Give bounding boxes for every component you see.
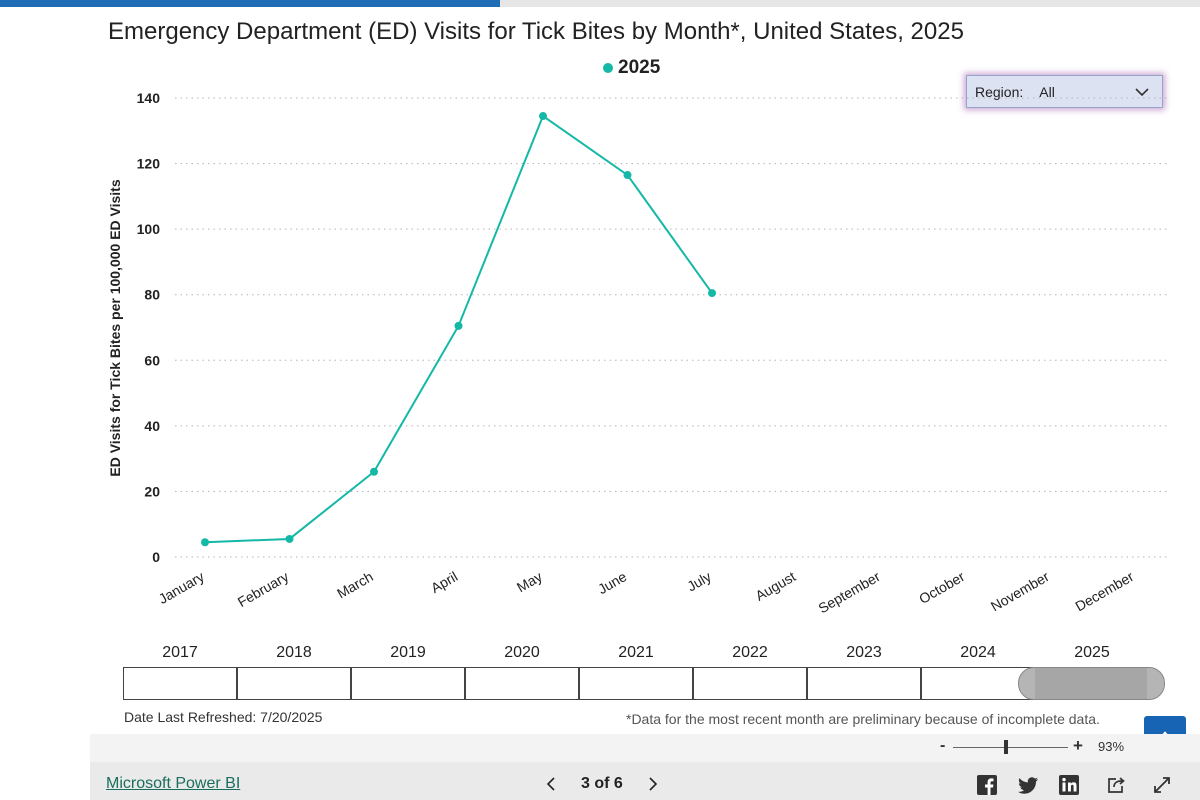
year-label: 2021: [618, 644, 654, 661]
y-tick-label: 20: [144, 483, 160, 499]
x-tick-label: November: [988, 568, 1052, 614]
data-point[interactable]: [370, 467, 378, 476]
x-tick-label: September: [815, 568, 883, 616]
footer: Microsoft Power BI 3 of 6: [90, 762, 1200, 800]
year-slicer-cell[interactable]: [351, 667, 465, 700]
top-progress-fill: [0, 0, 500, 7]
y-tick-label: 100: [137, 221, 161, 237]
y-axis-ticks: 0 20 40 60 80 100 120 140: [137, 90, 161, 565]
y-tick-label: 80: [144, 287, 160, 303]
zoom-slider-thumb[interactable]: [1004, 740, 1008, 754]
x-tick-label: August: [753, 568, 799, 604]
year-label: 2017: [162, 644, 198, 661]
year-label: 2025: [1074, 644, 1110, 661]
x-tick-label: March: [334, 568, 376, 601]
power-bi-link[interactable]: Microsoft Power BI: [106, 775, 241, 792]
year-slicer-cell[interactable]: [123, 667, 237, 700]
facebook-icon[interactable]: [976, 774, 998, 796]
x-tick-label: October: [916, 568, 967, 607]
data-point[interactable]: [454, 321, 463, 330]
y-tick-label: 0: [152, 549, 160, 565]
legend-marker: [603, 63, 613, 73]
data-point[interactable]: [708, 289, 716, 298]
top-progress-bar: [0, 0, 1200, 7]
fullscreen-icon[interactable]: [1151, 774, 1173, 796]
previous-page-button[interactable]: [545, 776, 559, 792]
y-axis-label: ED Visits for Tick Bites per 100,000 ED …: [107, 179, 123, 476]
x-tick-label: June: [595, 568, 629, 597]
year-label: 2019: [390, 644, 426, 661]
x-tick-label: April: [428, 568, 460, 596]
pager: 3 of 6: [545, 775, 659, 793]
year-slicer-cell[interactable]: [807, 667, 921, 700]
grid-lines: [175, 97, 1168, 558]
data-point[interactable]: [285, 534, 294, 543]
y-tick-label: 140: [137, 90, 161, 106]
data-point[interactable]: [623, 171, 632, 180]
page-indicator: 3 of 6: [581, 775, 623, 792]
legend[interactable]: 2025: [603, 57, 660, 79]
data-point[interactable]: [539, 112, 547, 121]
year-label: 2020: [504, 644, 540, 661]
x-tick-label: February: [235, 568, 292, 610]
year-slicer[interactable]: [123, 667, 1165, 700]
y-tick-label: 40: [144, 418, 160, 434]
year-slicer-selected: [1035, 668, 1147, 699]
y-tick-label: 60: [144, 352, 160, 368]
region-label: Region:: [975, 83, 1024, 100]
year-label: 2022: [732, 644, 768, 661]
y-tick-label: 120: [137, 156, 161, 172]
x-tick-label: July: [684, 568, 714, 594]
twitter-icon[interactable]: [1017, 774, 1039, 796]
region-dropdown[interactable]: Region: All: [966, 75, 1163, 108]
zoom-level: 93%: [1098, 739, 1125, 754]
series-2025: [201, 112, 716, 547]
chart-title: Emergency Department (ED) Visits for Tic…: [108, 18, 964, 45]
x-tick-label: January: [156, 568, 207, 607]
zoom-bar: - + 93%: [90, 734, 1200, 762]
linkedin-icon[interactable]: [1058, 774, 1080, 796]
year-slicer-labels: 2017 2018 2019 2020 2021 2022 2023 2024 2025: [123, 644, 1165, 664]
date-last-refreshed: Date Last Refreshed: 7/20/2025: [124, 709, 323, 725]
line-chart: 0 20 40 60 80 100 120 140 January February March A…: [107, 90, 1168, 616]
year-slicer-cell[interactable]: [465, 667, 579, 700]
year-slicer-cell[interactable]: [237, 667, 351, 700]
next-page-button[interactable]: [645, 776, 659, 792]
legend-label: 2025: [618, 57, 661, 78]
region-value: All: [1039, 83, 1055, 100]
footnote: *Data for the most recent month are prel…: [626, 711, 1100, 727]
year-slicer-cell[interactable]: [921, 667, 1035, 700]
year-slicer-cell[interactable]: [579, 667, 693, 700]
year-slicer-cell[interactable]: [693, 667, 807, 700]
x-axis-ticks: January February March April May June July Augu…: [156, 568, 1137, 616]
zoom-in-button[interactable]: +: [1073, 736, 1083, 755]
zoom-slider-track[interactable]: [953, 747, 1068, 748]
year-label: 2024: [960, 644, 996, 661]
year-label: 2018: [276, 644, 312, 661]
year-slicer-handle[interactable]: [1018, 667, 1165, 700]
x-tick-label: December: [1072, 568, 1136, 614]
share-icon[interactable]: [1105, 774, 1127, 796]
year-label: 2023: [846, 644, 882, 661]
data-point[interactable]: [201, 538, 209, 547]
chevron-down-icon: [1135, 87, 1149, 96]
zoom-out-button[interactable]: -: [940, 737, 946, 754]
x-tick-label: May: [514, 568, 545, 595]
